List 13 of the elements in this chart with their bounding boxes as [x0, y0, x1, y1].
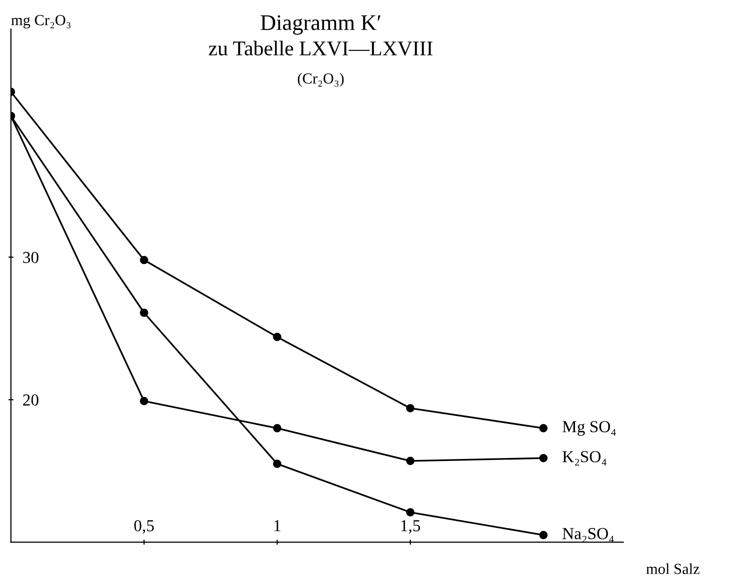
annotation: (Cr₂O₃) [298, 72, 344, 87]
series-label: Na₂SO₄ [562, 528, 614, 542]
series-label: Mg SO₄ [562, 421, 616, 436]
x-axis-title: mol Salz [646, 563, 700, 574]
chart-subtitle: zu Tabelle LXVI—LXVIII [208, 40, 432, 56]
y-tick-label: 30 [23, 252, 38, 264]
x-tick-label: 1,5 [401, 520, 420, 534]
series-label: K₂SO₄ [562, 451, 606, 466]
x-tick-label: 1 [274, 520, 280, 532]
x-tick-label: 0,5 [134, 520, 154, 534]
y-tick-label: 20 [23, 394, 38, 406]
chart-title: Diagramm K′ [260, 15, 380, 35]
y-axis-title: mg Cr₂O₃ [11, 15, 70, 28]
